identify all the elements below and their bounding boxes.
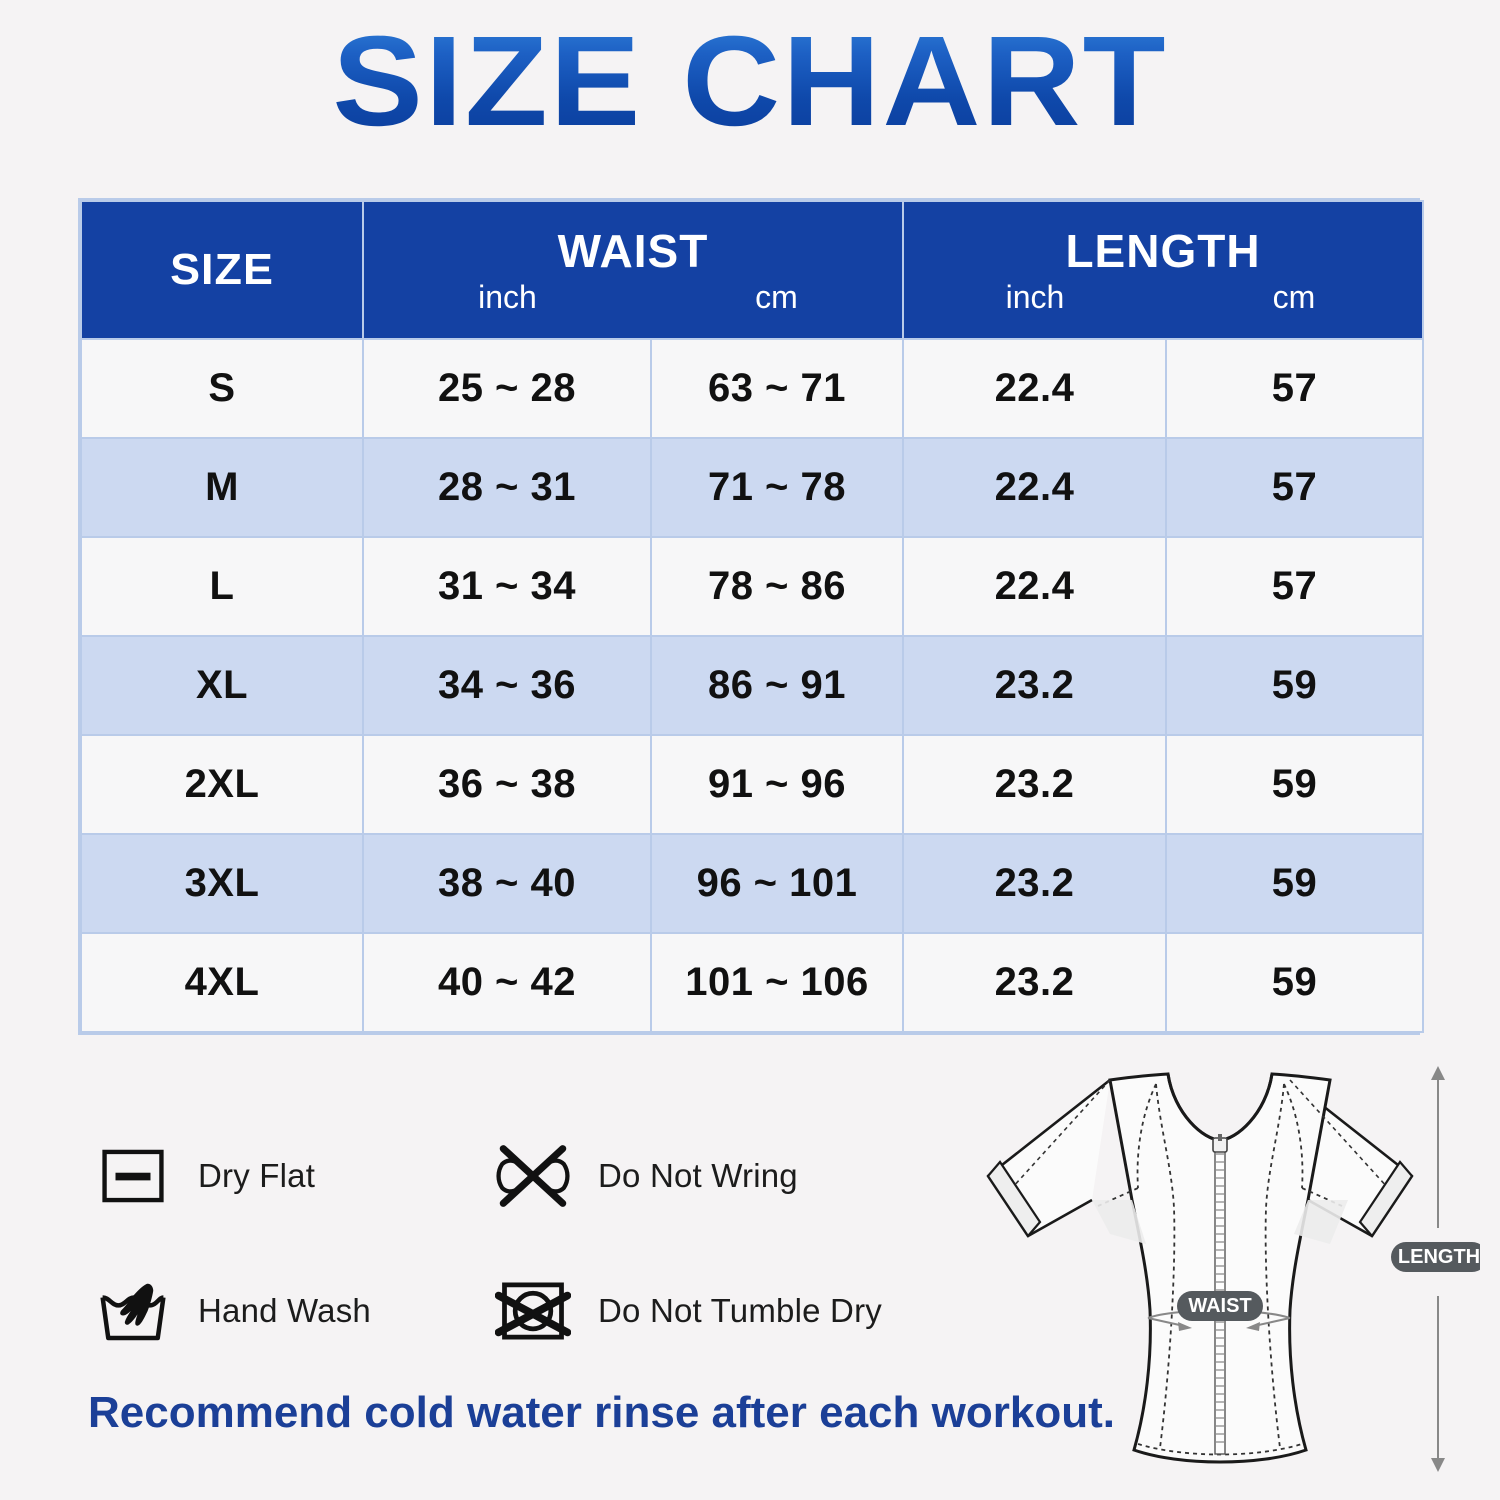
cell-length-inch: 23.2 bbox=[902, 932, 1167, 1033]
cell-length-cm: 57 bbox=[1165, 338, 1424, 439]
cell-size: S bbox=[80, 338, 364, 439]
length-label-text: LENGTH bbox=[1398, 1246, 1480, 1268]
cell-size: XL bbox=[80, 635, 364, 736]
cell-length-cm: 59 bbox=[1165, 932, 1424, 1033]
cell-size: 3XL bbox=[80, 833, 364, 934]
table-body: S 25 ~ 28 63 ~ 71 22.4 57 M 28 ~ 31 71 ~… bbox=[80, 338, 1424, 1033]
page-title-container: SIZE CHART bbox=[0, 18, 1500, 146]
garment-outline bbox=[986, 1072, 1414, 1464]
cell-waist-inch: 36 ~ 38 bbox=[362, 734, 652, 835]
table-header: SIZE WAIST inch cm LENGTH bbox=[80, 200, 1424, 340]
header-label-size: SIZE bbox=[170, 245, 274, 294]
care-label-hand-wash: Hand Wash bbox=[198, 1291, 371, 1329]
size-table: SIZE WAIST inch cm LENGTH bbox=[78, 198, 1424, 1035]
cell-length-cm: 59 bbox=[1165, 833, 1424, 934]
length-label-pill: LENGTH bbox=[1391, 1242, 1480, 1272]
cell-waist-cm: 71 ~ 78 bbox=[650, 437, 904, 538]
cell-length-cm: 57 bbox=[1165, 536, 1424, 637]
page-title: SIZE CHART bbox=[332, 10, 1168, 153]
header-unit-waist-inch: inch bbox=[478, 279, 537, 315]
table-row: 2XL 36 ~ 38 91 ~ 96 23.2 59 bbox=[80, 734, 1424, 835]
cell-waist-inch: 25 ~ 28 bbox=[362, 338, 652, 439]
cell-waist-cm: 86 ~ 91 bbox=[650, 635, 904, 736]
waist-label-text: WAIST bbox=[1188, 1295, 1251, 1317]
cell-length-inch: 23.2 bbox=[902, 734, 1167, 835]
header-label-length: LENGTH bbox=[1065, 225, 1261, 277]
care-item-hand-wash: Hand Wash bbox=[92, 1243, 492, 1378]
cell-length-inch: 22.4 bbox=[902, 437, 1167, 538]
table-row: M 28 ~ 31 71 ~ 78 22.4 57 bbox=[80, 437, 1424, 538]
cell-length-inch: 22.4 bbox=[902, 536, 1167, 637]
recommendation-note: Recommend cold water rinse after each wo… bbox=[88, 1388, 1115, 1437]
table-row: 4XL 40 ~ 42 101 ~ 106 23.2 59 bbox=[80, 932, 1424, 1033]
waist-label-pill: WAIST bbox=[1177, 1291, 1263, 1321]
header-unit-length-inch: inch bbox=[1005, 279, 1065, 315]
cell-size: 4XL bbox=[80, 932, 364, 1033]
cell-length-cm: 59 bbox=[1165, 734, 1424, 835]
garment-diagram: WAIST LENGTH bbox=[960, 1058, 1480, 1500]
cell-waist-inch: 34 ~ 36 bbox=[362, 635, 652, 736]
table-row: L 31 ~ 34 78 ~ 86 22.4 57 bbox=[80, 536, 1424, 637]
cell-size: L bbox=[80, 536, 364, 637]
header-unit-length-cm: cm bbox=[1272, 279, 1316, 315]
header-row: SIZE WAIST inch cm LENGTH bbox=[80, 200, 1424, 340]
dry-flat-icon bbox=[92, 1135, 174, 1217]
do-not-wring-icon bbox=[492, 1135, 574, 1217]
header-cell-length: LENGTH inch cm bbox=[902, 200, 1424, 340]
cell-length-cm: 57 bbox=[1165, 437, 1424, 538]
length-measure-arrow bbox=[1431, 1066, 1445, 1472]
cell-size: 2XL bbox=[80, 734, 364, 835]
cell-waist-cm: 63 ~ 71 bbox=[650, 338, 904, 439]
care-item-do-not-tumble-dry: Do Not Tumble Dry bbox=[492, 1243, 912, 1378]
cell-length-inch: 22.4 bbox=[902, 338, 1167, 439]
cell-waist-inch: 31 ~ 34 bbox=[362, 536, 652, 637]
cell-waist-inch: 28 ~ 31 bbox=[362, 437, 652, 538]
waist-measure-arrow bbox=[1147, 1309, 1291, 1331]
header-unit-waist-cm: cm bbox=[755, 279, 798, 315]
cell-length-inch: 23.2 bbox=[902, 635, 1167, 736]
header-cell-size: SIZE bbox=[80, 200, 364, 340]
do-not-tumble-dry-icon bbox=[492, 1270, 574, 1352]
table-row: S 25 ~ 28 63 ~ 71 22.4 57 bbox=[80, 338, 1424, 439]
cell-waist-inch: 40 ~ 42 bbox=[362, 932, 652, 1033]
table-row: XL 34 ~ 36 86 ~ 91 23.2 59 bbox=[80, 635, 1424, 736]
cell-length-cm: 59 bbox=[1165, 635, 1424, 736]
cell-waist-cm: 101 ~ 106 bbox=[650, 932, 904, 1033]
cell-waist-cm: 96 ~ 101 bbox=[650, 833, 904, 934]
cell-waist-cm: 78 ~ 86 bbox=[650, 536, 904, 637]
table-row: 3XL 38 ~ 40 96 ~ 101 23.2 59 bbox=[80, 833, 1424, 934]
header-cell-waist: WAIST inch cm bbox=[362, 200, 904, 340]
hand-wash-icon bbox=[92, 1270, 174, 1352]
care-instructions: Dry Flat Do Not Wring bbox=[92, 1108, 992, 1378]
care-item-dry-flat: Dry Flat bbox=[92, 1108, 492, 1243]
care-label-do-not-tumble-dry: Do Not Tumble Dry bbox=[598, 1291, 882, 1329]
cell-size: M bbox=[80, 437, 364, 538]
care-item-do-not-wring: Do Not Wring bbox=[492, 1108, 912, 1243]
cell-length-inch: 23.2 bbox=[902, 833, 1167, 934]
cell-waist-inch: 38 ~ 40 bbox=[362, 833, 652, 934]
header-label-waist: WAIST bbox=[557, 225, 709, 277]
cell-waist-cm: 91 ~ 96 bbox=[650, 734, 904, 835]
care-label-dry-flat: Dry Flat bbox=[198, 1156, 316, 1194]
care-label-do-not-wring: Do Not Wring bbox=[598, 1156, 798, 1194]
